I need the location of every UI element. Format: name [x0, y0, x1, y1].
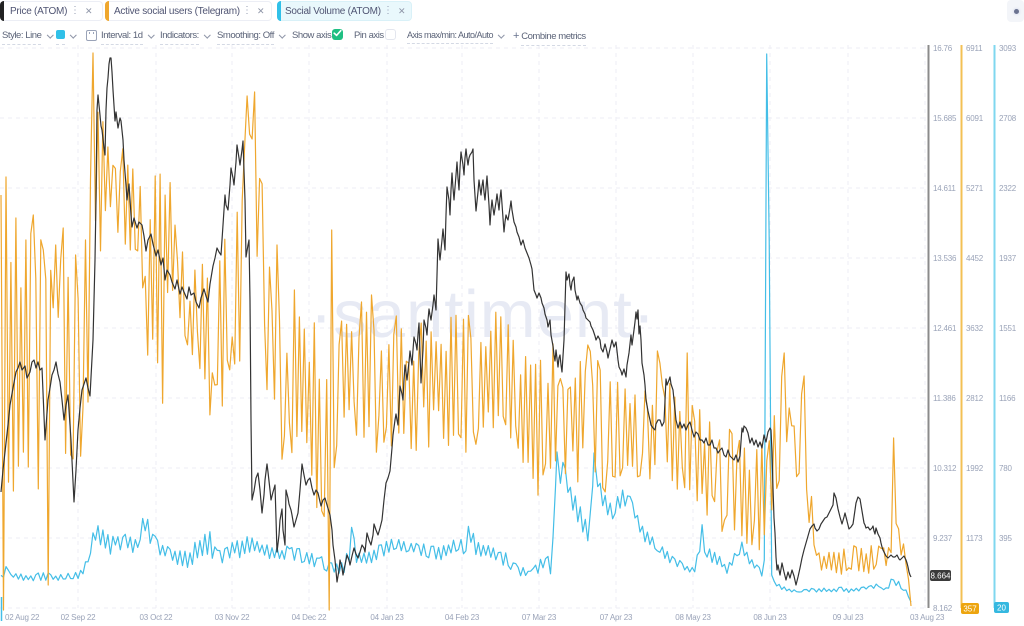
- svg-text:03 Nov 22: 03 Nov 22: [215, 613, 250, 622]
- svg-text:2812: 2812: [966, 394, 984, 403]
- svg-text:12.461: 12.461: [933, 324, 957, 333]
- svg-text:6911: 6911: [966, 44, 983, 53]
- svg-text:07 Mar 23: 07 Mar 23: [522, 613, 557, 622]
- svg-text:1166: 1166: [999, 394, 1016, 403]
- svg-text:9.237: 9.237: [933, 534, 953, 543]
- svg-text:03 Aug 23: 03 Aug 23: [910, 613, 945, 622]
- svg-text:04 Jan 23: 04 Jan 23: [370, 613, 404, 622]
- svg-text:5271: 5271: [966, 184, 984, 193]
- svg-text:16.76: 16.76: [933, 44, 953, 53]
- svg-text:357: 357: [963, 605, 977, 614]
- svg-text:13.536: 13.536: [933, 254, 957, 263]
- svg-text:04 Dec 22: 04 Dec 22: [292, 613, 327, 622]
- svg-text:20: 20: [997, 604, 1006, 613]
- svg-text:3632: 3632: [966, 324, 984, 333]
- svg-text:780: 780: [999, 464, 1012, 473]
- svg-text:1992: 1992: [966, 464, 984, 473]
- svg-text:07 Apr 23: 07 Apr 23: [600, 613, 633, 622]
- svg-text:08 May 23: 08 May 23: [675, 613, 711, 622]
- svg-text:10.312: 10.312: [933, 464, 957, 473]
- svg-text:1173: 1173: [966, 534, 983, 543]
- svg-text:11.386: 11.386: [933, 394, 956, 403]
- svg-text:2322: 2322: [999, 184, 1017, 193]
- svg-text:1937: 1937: [999, 254, 1017, 263]
- svg-text:02 Sep 22: 02 Sep 22: [61, 613, 96, 622]
- svg-text:8.664: 8.664: [930, 572, 951, 581]
- svg-text:1551: 1551: [999, 324, 1017, 333]
- svg-text:15.685: 15.685: [933, 114, 957, 123]
- svg-text:4452: 4452: [966, 254, 984, 263]
- svg-text:08 Jun 23: 08 Jun 23: [753, 613, 787, 622]
- svg-text:3093: 3093: [999, 44, 1017, 53]
- svg-text:03 Oct 22: 03 Oct 22: [140, 613, 174, 622]
- svg-text:09 Jul 23: 09 Jul 23: [833, 613, 864, 622]
- svg-text:395: 395: [999, 534, 1012, 543]
- svg-text:04 Feb 23: 04 Feb 23: [445, 613, 480, 622]
- svg-text:02 Aug 22: 02 Aug 22: [5, 613, 40, 622]
- svg-text:8.162: 8.162: [933, 604, 953, 613]
- svg-text:2708: 2708: [999, 114, 1017, 123]
- svg-text:14.611: 14.611: [933, 184, 956, 193]
- svg-text:6091: 6091: [966, 114, 984, 123]
